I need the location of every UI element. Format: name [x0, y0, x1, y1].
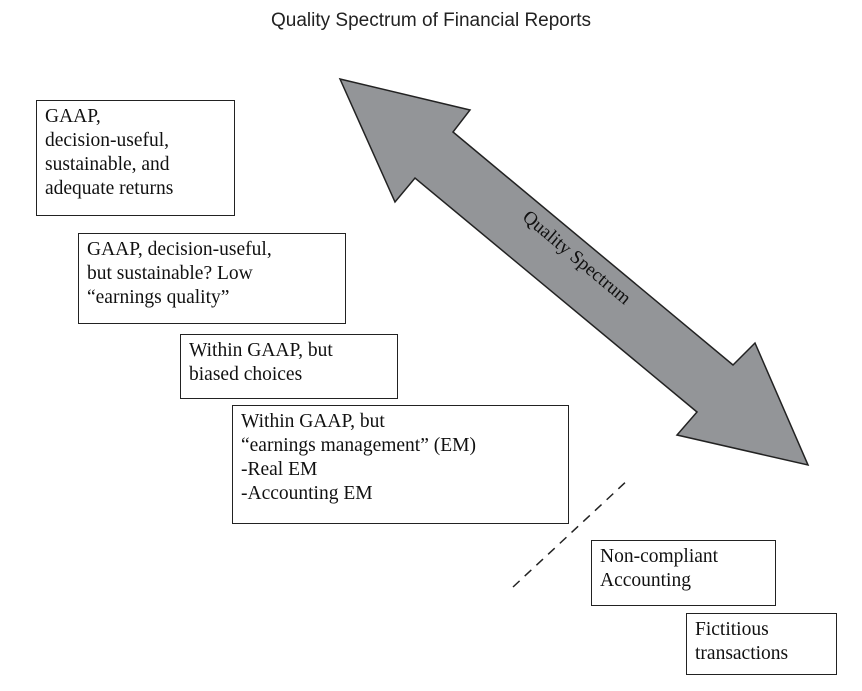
box-line: Within GAAP, but	[241, 411, 385, 432]
box-line: but sustainable? Low	[87, 263, 253, 284]
box-line: -Accounting EM	[241, 483, 373, 504]
box-line: -Real EM	[241, 459, 318, 480]
box-line: Fictitious	[695, 619, 769, 640]
box-line: adequate returns	[45, 178, 174, 199]
box-line: decision-useful,	[45, 130, 170, 151]
box-line: Accounting	[600, 570, 691, 591]
box-fictitious: Fictitious transactions	[686, 613, 837, 675]
box-earnings-management: Within GAAP, but “earnings management” (…	[232, 405, 569, 524]
box-biased-choices: Within GAAP, but biased choices	[180, 334, 398, 399]
diagram-title: Quality Spectrum of Financial Reports	[271, 10, 591, 31]
box-line: sustainable, and	[45, 154, 170, 175]
box-line: Within GAAP, but	[189, 340, 333, 361]
box-line: biased choices	[189, 364, 303, 385]
box-line: GAAP, decision-useful,	[87, 239, 272, 260]
box-non-compliant: Non-compliant Accounting	[591, 540, 776, 606]
box-line: GAAP,	[45, 106, 101, 127]
box-low-earnings-quality: GAAP, decision-useful, but sustainable? …	[78, 233, 346, 324]
box-line: “earnings quality”	[87, 287, 230, 308]
box-line: transactions	[695, 643, 789, 664]
box-high-quality: GAAP, decision-useful, sustainable, and …	[36, 100, 235, 216]
box-line: Non-compliant	[600, 546, 719, 567]
dashed-divider	[512, 477, 631, 588]
double-headed-arrow	[338, 77, 810, 467]
box-line: “earnings management” (EM)	[241, 435, 476, 456]
